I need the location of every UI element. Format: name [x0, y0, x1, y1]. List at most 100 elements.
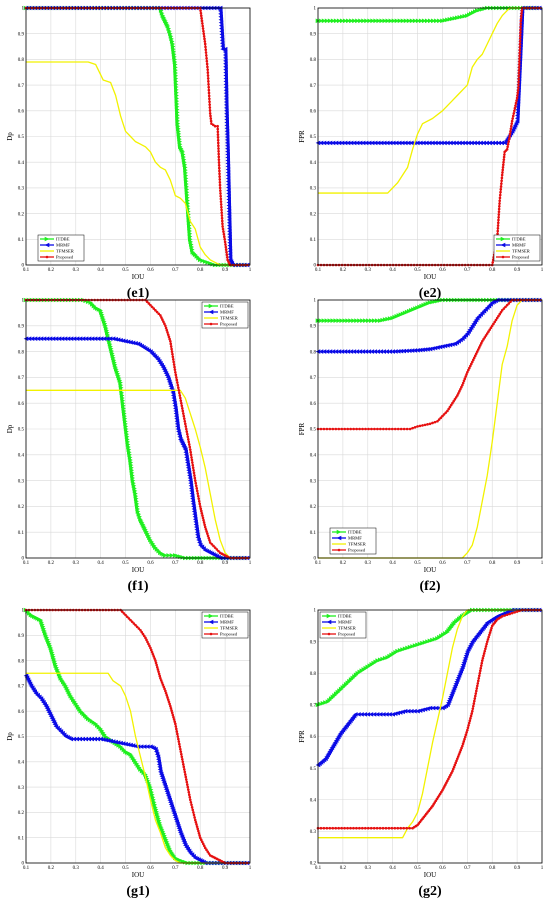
- data-point: [381, 349, 387, 354]
- data-point: [475, 687, 479, 690]
- data-point: [218, 186, 222, 190]
- data-point: [125, 339, 131, 345]
- data-point: [377, 657, 383, 663]
- data-point: [360, 349, 366, 354]
- data-point: [194, 481, 198, 485]
- data-point: [506, 142, 510, 146]
- data-point: [440, 18, 445, 24]
- data-point: [355, 427, 358, 431]
- data-point: [327, 318, 333, 323]
- data-point: [203, 846, 207, 850]
- data-point: [406, 18, 412, 24]
- x-tick-label: 0.8: [197, 866, 204, 871]
- data-point: [165, 328, 169, 332]
- data-point: [216, 138, 220, 142]
- series-line: [26, 672, 250, 864]
- data-point: [435, 345, 440, 350]
- data-point: [164, 324, 167, 328]
- data-point: [183, 770, 187, 774]
- data-point: [500, 179, 503, 183]
- data-point: [193, 816, 196, 819]
- data-point: [390, 826, 394, 830]
- data-point: [169, 704, 172, 708]
- data-point: [80, 336, 86, 341]
- data-point: [68, 336, 74, 341]
- data-point: [71, 736, 77, 742]
- data-point: [219, 35, 225, 40]
- data-point: [432, 345, 438, 351]
- data-point: [399, 826, 403, 830]
- data-point: [497, 215, 500, 219]
- data-point: [417, 708, 423, 713]
- data-point: [431, 18, 436, 24]
- x-tick-label: 0.5: [122, 561, 129, 566]
- data-point: [99, 728, 105, 734]
- data-point: [187, 443, 191, 446]
- data-point: [325, 826, 329, 830]
- data-point: [345, 349, 351, 354]
- data-point: [336, 529, 342, 535]
- data-point: [452, 765, 456, 769]
- series-line: [318, 609, 542, 839]
- data-point: [195, 487, 199, 490]
- data-point: [461, 742, 465, 746]
- data-point: [324, 318, 330, 323]
- axes-frame: [317, 609, 543, 864]
- y-tick-label: 0.7: [18, 376, 25, 381]
- data-point: [468, 719, 472, 722]
- x-tick-label: 0.1: [315, 268, 322, 273]
- data-point: [333, 349, 339, 354]
- data-point: [412, 643, 418, 648]
- data-point: [400, 709, 405, 715]
- data-point: [167, 335, 171, 339]
- data-point: [352, 18, 357, 24]
- data-point: [361, 826, 364, 830]
- legend-label: MRMF: [512, 243, 526, 248]
- x-tick-label: 0.1: [23, 561, 30, 566]
- data-point: [499, 190, 502, 194]
- data-point: [188, 795, 192, 799]
- data-point: [185, 432, 189, 436]
- x-tick-label: 0.5: [122, 268, 129, 273]
- data-point: [479, 666, 483, 670]
- y-tick-label: 0.1: [310, 531, 317, 536]
- data-point: [520, 9, 524, 12]
- data-point: [330, 18, 336, 24]
- data-point: [498, 193, 502, 197]
- data-point: [177, 740, 181, 743]
- legend-label: TFMSER: [220, 316, 239, 321]
- data-point: [219, 38, 225, 43]
- data-point: [32, 336, 38, 341]
- y-tick-label: 0: [314, 264, 317, 269]
- data-point: [420, 347, 425, 353]
- data-point: [153, 657, 156, 660]
- data-point: [375, 140, 381, 146]
- data-point: [452, 15, 458, 21]
- data-point: [216, 133, 220, 136]
- data-point: [476, 679, 480, 683]
- data-point: [134, 623, 137, 627]
- x-tick-label: 0.2: [48, 268, 55, 273]
- data-point: [346, 18, 351, 24]
- data-point: [459, 748, 462, 752]
- x-tick-label: 0.2: [48, 561, 55, 566]
- data-point: [405, 708, 411, 714]
- series-mrmf: [23, 336, 250, 561]
- data-point: [415, 708, 420, 714]
- data-point: [127, 617, 131, 620]
- data-point: [471, 709, 474, 713]
- x-tick-label: 0.9: [222, 866, 229, 871]
- y-tick-label: 0.5: [18, 735, 25, 740]
- data-point: [165, 693, 169, 697]
- data-point: [150, 650, 154, 654]
- data-point: [207, 85, 210, 89]
- data-point: [496, 140, 501, 146]
- y-tick-label: 0.5: [18, 428, 25, 433]
- data-point: [385, 427, 388, 431]
- data-point: [179, 396, 182, 400]
- data-point: [157, 672, 161, 676]
- data-point: [515, 96, 519, 100]
- data-point: [217, 152, 220, 156]
- data-point: [144, 636, 147, 640]
- data-point: [501, 163, 505, 167]
